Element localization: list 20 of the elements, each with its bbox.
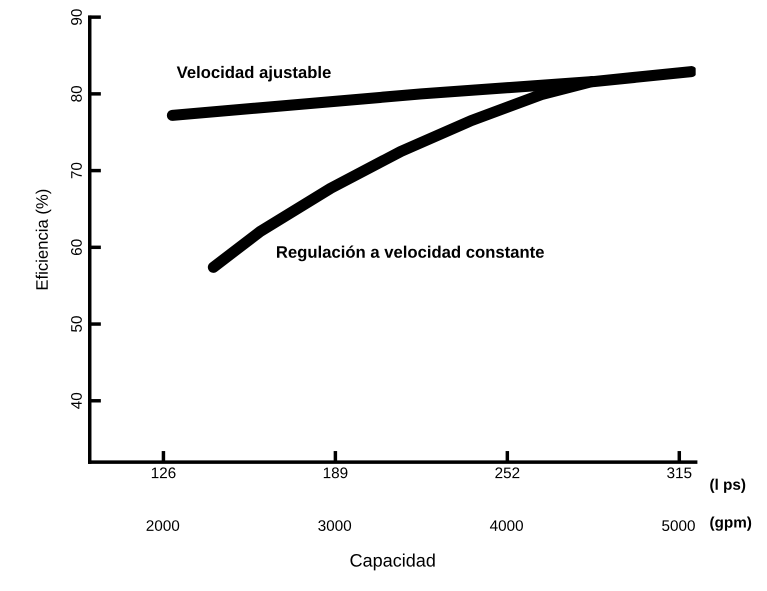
x-tick-label: 315 (667, 467, 692, 478)
x2-tick-label: 5000 (662, 520, 695, 532)
x-tick-label: 189 (324, 467, 348, 478)
series-label: Velocidad ajustable (176, 66, 331, 82)
series-label: Regulación a velocidad constante (276, 246, 544, 262)
x-tick-label: 126 (152, 467, 176, 478)
x2-tick-label: 2000 (146, 520, 180, 532)
y-tick-label: 90 (71, 9, 82, 25)
text: (l ps) (710, 478, 746, 493)
y-tick-label: 50 (71, 316, 82, 332)
text: (gpm) (710, 516, 752, 531)
y-tick-label: 80 (71, 86, 82, 102)
x-axis-title: Capacidad (350, 553, 435, 570)
y-tick-label: 40 (71, 392, 82, 409)
y-tick-label: 70 (71, 162, 82, 178)
x2-tick-label: 4000 (490, 520, 523, 532)
x2-tick-label: 3000 (318, 520, 352, 532)
y-tick-label: 60 (71, 239, 82, 256)
x-tick-label: 252 (495, 467, 520, 478)
y-axis-title: Eficiencia (%) (36, 190, 52, 290)
